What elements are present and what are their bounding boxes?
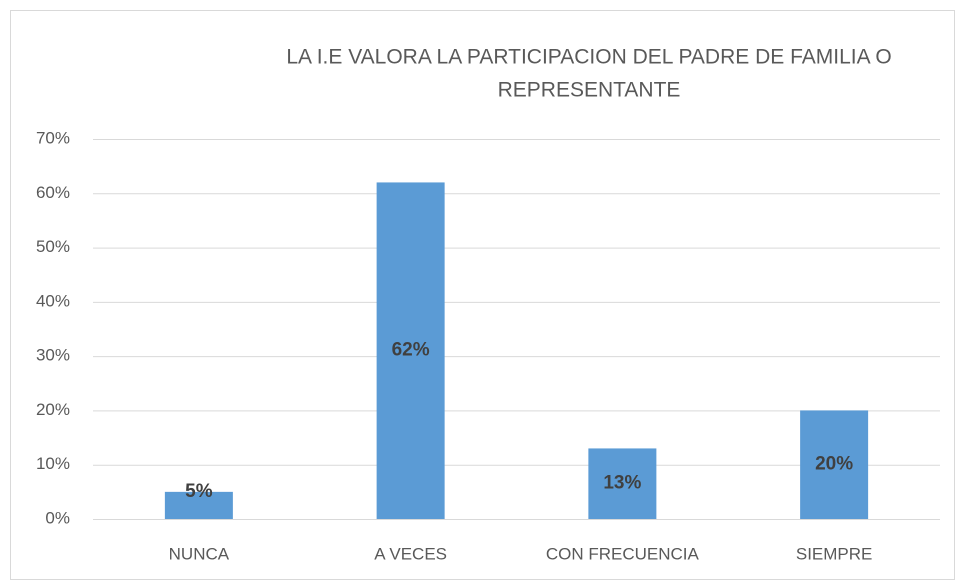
y-tick-label: 40% (36, 291, 70, 310)
x-tick-label: CON FRECUENCIA (546, 544, 700, 563)
chart-title: LA I.E VALORA LA PARTICIPACION DEL PADRE… (286, 46, 891, 69)
bar (800, 410, 869, 519)
y-tick-label: 50% (36, 237, 70, 256)
y-tick-label: 30% (36, 346, 70, 365)
y-tick-label: 20% (36, 400, 70, 419)
data-label: 13% (603, 473, 641, 494)
bar (164, 491, 233, 519)
bar (588, 448, 657, 519)
chart-border (10, 10, 955, 580)
chart-title: REPRESENTANTE (498, 79, 681, 102)
x-tick-label: NUNCA (169, 544, 230, 563)
y-tick-label: 70% (36, 128, 70, 147)
y-tick-label: 10% (36, 454, 70, 473)
x-tick-label: A VECES (374, 544, 447, 563)
bar (376, 182, 445, 519)
x-tick-label: SIEMPRE (796, 544, 873, 563)
data-label: 20% (815, 454, 853, 475)
y-tick-label: 0% (45, 508, 70, 527)
data-label: 5% (185, 481, 213, 502)
data-label: 62% (392, 340, 430, 361)
y-tick-label: 60% (36, 183, 70, 202)
